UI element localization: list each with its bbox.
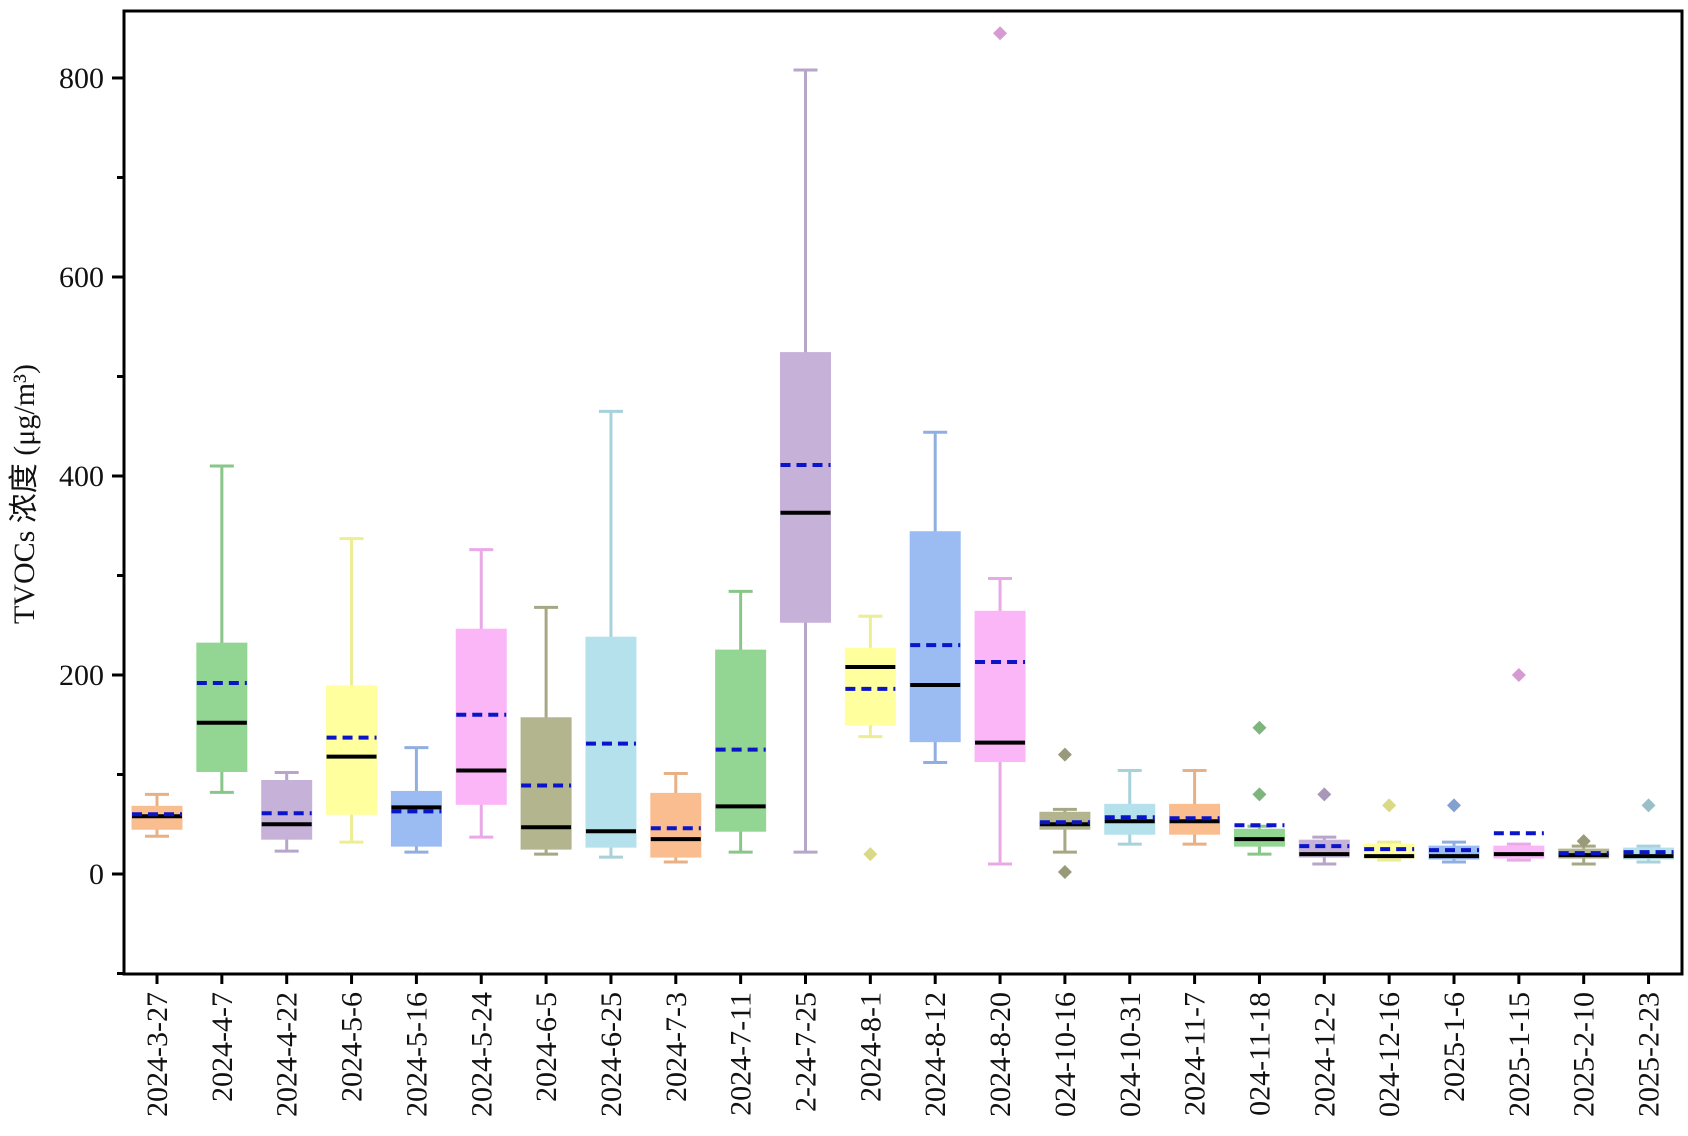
iqr-box [974,610,1026,763]
box-group [1233,720,1285,856]
box-group [326,537,378,844]
box-group [1169,769,1221,846]
x-tick-label: 2025-2-10 [1568,992,1601,1117]
x-tick-label: 2024-8-1 [854,992,887,1102]
x-tick-label: 2024-12-2 [1308,992,1341,1117]
x-tick-label: 2024-7-3 [660,992,693,1102]
iqr-box [715,649,767,832]
outlier-point [993,26,1008,41]
box-group [1039,747,1091,880]
box-group [844,614,896,862]
x-tick-label: 2-24-7-25 [790,992,823,1112]
x-tick-label: 2024-5-24 [465,992,498,1117]
x-tick-label: 024-11-18 [1243,992,1276,1116]
box-group [455,548,507,839]
outlier-point [1317,787,1332,802]
box-group [196,464,248,794]
x-tick-label: 2024-11-7 [1179,992,1212,1116]
box-group [650,772,702,864]
y-tick-label: 800 [59,62,104,95]
box-group [261,771,313,853]
box-group [520,605,572,856]
y-tick-label: 0 [89,858,104,891]
y-axis: 0 200 400 600 800 [59,62,124,976]
box-group [1104,769,1156,846]
box-group [909,430,961,765]
outlier-point [863,847,878,862]
x-tick-label: 024-10-31 [1114,992,1147,1117]
box-group [1363,798,1415,862]
box-group [1623,798,1675,864]
outlier-point [1252,787,1267,802]
outlier-point [1447,798,1461,813]
outlier-point [1057,865,1072,880]
x-tick-label: 2024-4-7 [206,992,239,1102]
y-tick-label: 600 [59,261,104,294]
plot-frame [122,9,1684,976]
x-tick-label: 024-10-16 [1049,992,1082,1117]
iqr-box [780,352,831,623]
outlier-point [1641,798,1656,813]
x-tick-label: 2024-3-27 [141,992,174,1117]
x-tick-label: 2025-1-6 [1438,992,1471,1102]
box-group [780,68,831,854]
iqr-box [390,790,442,847]
iqr-box [650,792,702,858]
y-tick-label: 200 [59,659,104,692]
iqr-box [844,647,896,726]
outlier-point [1057,747,1072,762]
x-tick-label: 2024-8-20 [984,992,1017,1117]
x-tick-label: 2024-6-25 [595,992,628,1117]
x-tick-label: 2025-1-15 [1503,992,1536,1117]
x-tick-label: 2024-8-12 [919,992,952,1117]
iqr-box [326,685,378,815]
y-axis-label: TVOCs 浓度 (μg/m³) [8,364,41,624]
x-tick-label: 2025-2-23 [1633,992,1666,1117]
outlier-point [1382,798,1397,813]
x-tick-label: 024-12-16 [1373,992,1406,1117]
box-group [390,746,442,854]
outlier-point [1511,667,1526,682]
box-group [585,409,637,859]
x-tick-label: 2024-4-22 [271,992,304,1117]
box-group [131,792,183,838]
x-tick-label: 2024-5-6 [336,992,369,1102]
plot-layer [131,26,1675,880]
box-group [1558,834,1610,866]
iqr-box [909,531,961,743]
x-tick-label: 2024-5-16 [400,992,433,1117]
outlier-point [1252,720,1267,735]
x-tick-label: 2024-7-11 [725,992,758,1116]
box-group [1428,798,1480,864]
box-group [1493,667,1545,862]
iqr-box [196,642,248,773]
outlier-point [1576,834,1591,849]
box-group [974,26,1026,866]
iqr-box [261,779,313,840]
box-group [1298,787,1350,866]
x-axis: 2024-3-27 2024-4-7 2024-4-22 2024-5-6 2024-5… [141,974,1666,1117]
box-group [715,589,767,854]
x-tick-label: 2024-6-5 [530,992,563,1102]
y-tick-label: 400 [59,460,104,493]
